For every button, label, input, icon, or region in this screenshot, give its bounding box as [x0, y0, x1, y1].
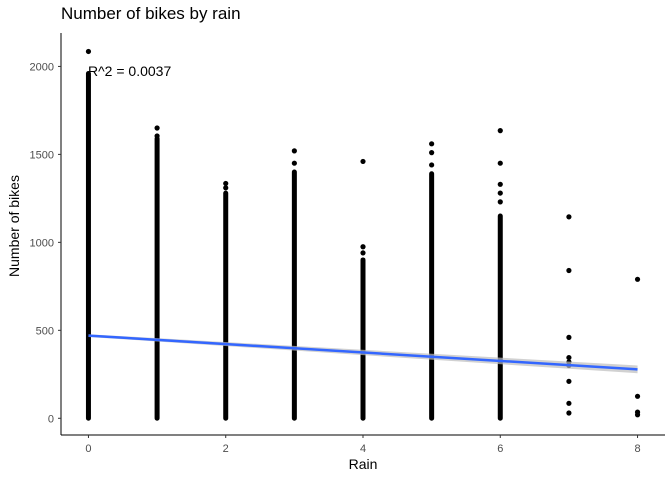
data-point	[566, 267, 572, 274]
data-point	[85, 48, 92, 55]
data-point	[497, 160, 503, 166]
data-point	[429, 162, 435, 168]
data-point	[634, 412, 641, 418]
data-point	[429, 141, 435, 147]
y-tick-label: 0	[48, 413, 54, 425]
data-point	[360, 244, 366, 250]
x-axis-title: Rain	[349, 456, 378, 472]
regression-line	[88, 334, 638, 371]
y-tick-label: 500	[36, 325, 54, 337]
data-point	[566, 334, 572, 340]
data-point	[154, 133, 160, 139]
data-point	[291, 148, 297, 154]
data-point	[154, 125, 160, 131]
data-point	[566, 410, 572, 416]
axes-layer: 0 2 4 6 8 0 500 1000 1500 2000	[30, 33, 665, 455]
data-point	[223, 185, 229, 191]
data-point	[634, 393, 641, 399]
r-squared-annotation: R^2 = 0.0037	[88, 63, 171, 79]
data-point	[497, 128, 503, 134]
y-tick-label: 1500	[30, 149, 54, 161]
x-tick-label: 8	[634, 443, 640, 455]
y-tick-label: 2000	[30, 61, 54, 73]
data-point	[566, 354, 572, 361]
points-layer	[85, 48, 641, 421]
y-axis-title: Number of bikes	[6, 175, 22, 277]
y-tick-label: 1000	[30, 237, 54, 249]
x-tick-label: 4	[360, 443, 366, 455]
x-tick-label: 2	[223, 443, 229, 455]
data-point	[429, 150, 435, 156]
data-point	[497, 190, 503, 196]
data-point	[634, 276, 641, 282]
data-point	[291, 160, 297, 166]
x-tick-label: 0	[85, 443, 91, 455]
data-point	[360, 250, 366, 256]
trend-layer	[88, 334, 638, 374]
data-point	[566, 214, 572, 220]
data-point	[497, 199, 503, 205]
data-point	[566, 378, 572, 384]
data-point	[566, 400, 572, 406]
data-point	[360, 158, 366, 165]
data-point	[497, 181, 503, 187]
x-tick-label: 6	[497, 443, 503, 455]
chart-title: Number of bikes by rain	[61, 4, 241, 23]
data-point	[223, 180, 229, 187]
